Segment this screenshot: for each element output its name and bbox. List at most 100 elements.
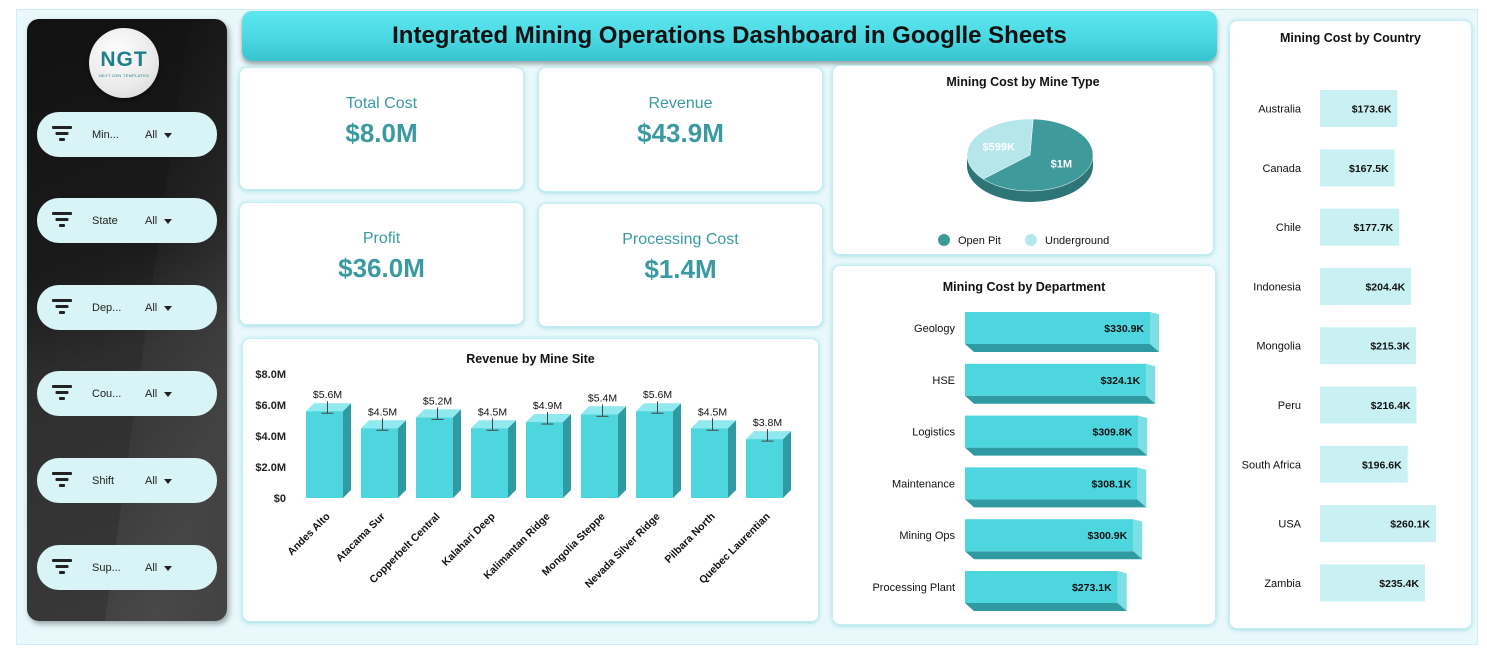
filter-value[interactable]: All <box>145 214 158 227</box>
bar-bottom <box>965 551 1143 560</box>
caret-down-icon[interactable] <box>164 392 172 397</box>
pie-data-label: $1M <box>1051 159 1072 171</box>
filter-value[interactable]: All <box>145 301 158 314</box>
bar-side <box>673 403 681 498</box>
filter-value[interactable]: All <box>145 128 158 141</box>
bar <box>965 363 1147 396</box>
x-tick-label: Pilbara North <box>663 511 718 566</box>
bar-side <box>783 431 791 498</box>
y-tick-label: $2.0M <box>255 462 286 474</box>
filter-label: Min... <box>92 128 119 141</box>
filter-icon <box>52 472 72 488</box>
country-bar-chart: $173.6K Australia $167.5K Canada $177.7K Chil… <box>1242 90 1436 602</box>
bar-bottom <box>965 395 1156 404</box>
bar <box>1320 327 1417 365</box>
y-tick-label: Logistics <box>912 427 955 439</box>
bar <box>581 414 618 498</box>
bar-side <box>1138 415 1148 456</box>
data-label: $235.4K <box>1379 578 1419 590</box>
data-label: $5.6M <box>643 389 672 401</box>
bar-top <box>306 403 351 412</box>
bar <box>691 428 728 498</box>
bar <box>636 411 673 498</box>
filter-icon <box>52 385 72 401</box>
bar <box>965 519 1134 552</box>
data-label: $215.3K <box>1370 341 1410 353</box>
bar-side <box>563 414 571 498</box>
filter-department[interactable]: Dep... All <box>37 285 217 330</box>
y-tick-label: HSE <box>932 375 955 387</box>
filter-value[interactable]: All <box>145 561 158 574</box>
filter-state[interactable]: State All <box>37 198 217 243</box>
kpi-label: Processing Cost <box>622 231 739 248</box>
bar <box>965 467 1138 500</box>
data-label: $4.5M <box>698 406 727 418</box>
data-label: $167.5K <box>1349 163 1389 175</box>
caret-down-icon[interactable] <box>164 219 172 224</box>
filter-shift[interactable]: Shift All <box>37 458 217 503</box>
bar-bottom <box>965 344 1159 352</box>
filter-label: Cou... <box>92 387 122 400</box>
y-tick-label: Chile <box>1276 222 1301 234</box>
chart-title: Mining Cost by Country <box>1280 31 1421 45</box>
y-tick-label: $4.0M <box>255 431 286 443</box>
data-label: $330.9K <box>1104 323 1144 335</box>
bar-side <box>343 403 351 498</box>
filter-label: Sup... <box>92 561 121 574</box>
chart-cost-by-country: Mining Cost by Country $173.6K Australia $… <box>1229 20 1472 629</box>
bar-side <box>1137 467 1147 508</box>
data-label: $4.5M <box>368 406 397 418</box>
bar <box>746 439 783 498</box>
logo: NGT NEXT GEN TEMPLATES <box>89 28 159 98</box>
mine-type-pie-chart: $1M $599K Open Pit Underground <box>938 118 1109 247</box>
y-tick-label: Processing Plant <box>872 582 955 594</box>
y-tick-label: $0 <box>274 493 286 505</box>
bar <box>965 312 1150 344</box>
data-label: $204.4K <box>1365 281 1405 293</box>
kpi-profit: Profit $36.0M <box>239 202 524 325</box>
y-tick-label: Canada <box>1262 163 1301 175</box>
y-tick-label: Geology <box>914 323 955 335</box>
caret-down-icon[interactable] <box>164 306 172 311</box>
legend-label: Underground <box>1045 235 1109 247</box>
bar <box>1320 386 1417 424</box>
bar <box>1320 208 1400 246</box>
data-label: $3.8M <box>753 417 782 429</box>
filter-country[interactable]: Cou... All <box>37 371 217 416</box>
y-tick-label: Australia <box>1258 104 1302 116</box>
filter-icon <box>52 559 72 575</box>
kpi-value: $43.9M <box>637 118 724 148</box>
filter-label: Dep... <box>92 301 122 314</box>
bar <box>965 571 1118 603</box>
bar-top <box>581 406 626 415</box>
data-label: $5.2M <box>423 395 452 407</box>
kpi-value: $36.0M <box>338 253 425 283</box>
bar-side <box>398 420 406 498</box>
revenue-bar-chart: $8.0M $6.0M $4.0M $2.0M $0 $5.6M Andes Alto $4.… <box>255 369 791 591</box>
filter-label: Shift <box>92 474 115 487</box>
chart-cost-by-department: Mining Cost by Department $330.9K Geology… <box>832 265 1216 625</box>
data-label: $5.6M <box>313 389 342 401</box>
data-label: $4.9M <box>533 400 562 412</box>
caret-down-icon[interactable] <box>164 479 172 484</box>
bar-side <box>453 409 461 498</box>
bar <box>306 411 343 498</box>
data-label: $196.6K <box>1362 459 1402 471</box>
kpi-total-cost: Total Cost $8.0M <box>239 67 524 190</box>
filter-mine[interactable]: Min... All <box>37 112 217 157</box>
data-label: $300.9K <box>1088 530 1128 542</box>
caret-down-icon[interactable] <box>164 566 172 571</box>
filter-supervisor[interactable]: Sup... All <box>37 545 217 590</box>
filter-value[interactable]: All <box>145 474 158 487</box>
bar <box>1320 564 1425 602</box>
logo-subtitle: NEXT GEN TEMPLATES <box>98 73 150 78</box>
caret-down-icon[interactable] <box>164 133 172 138</box>
kpi-value: $8.0M <box>345 118 418 148</box>
pie-slice <box>982 118 1094 192</box>
filter-value[interactable]: All <box>145 387 158 400</box>
bar-side <box>1133 519 1143 560</box>
bar <box>1320 505 1436 543</box>
bar-bottom <box>965 499 1147 508</box>
chart-title: Revenue by Mine Site <box>466 352 595 366</box>
y-tick-label: South Africa <box>1242 459 1302 471</box>
